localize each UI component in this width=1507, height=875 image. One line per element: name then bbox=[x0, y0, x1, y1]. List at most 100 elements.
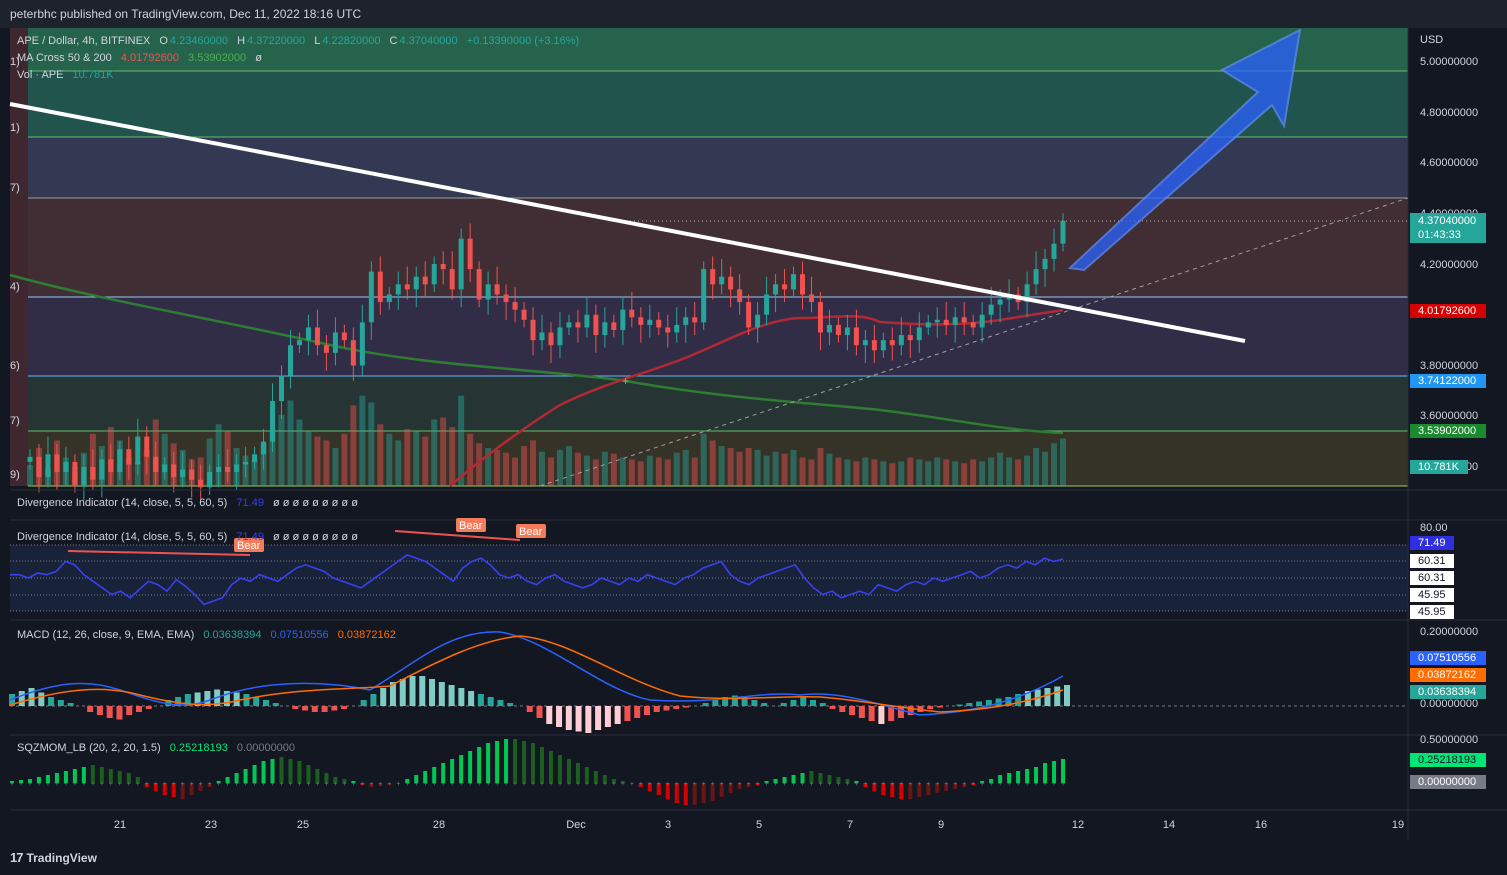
sqz-dot: + bbox=[297, 781, 301, 788]
symbol-label[interactable]: APE / Dollar, 4h, BITFINEX bbox=[17, 35, 151, 47]
sqz-momentum-bar bbox=[674, 783, 679, 803]
divergence-legend-2[interactable]: Divergence Indicator (14, close, 5, 5, 6… bbox=[17, 531, 360, 543]
bear-divergence-line bbox=[67, 550, 251, 556]
macd-histogram-bar bbox=[585, 706, 592, 733]
macd-histogram-bar bbox=[624, 706, 631, 721]
candle-body bbox=[539, 332, 545, 341]
rsi-tag: 71.49 bbox=[1410, 536, 1454, 550]
change-value: +0.13390000 (+3.16%) bbox=[466, 35, 580, 47]
sqz-momentum-bar bbox=[144, 783, 149, 787]
volume-bar bbox=[646, 455, 653, 486]
time-tick: 28 bbox=[432, 819, 446, 831]
signal-tag: 0.03872162 bbox=[1410, 668, 1486, 682]
bear-divergence-line bbox=[394, 530, 521, 541]
candle-body bbox=[925, 322, 931, 328]
sqz-dot: + bbox=[612, 781, 616, 788]
sqz-dot: + bbox=[360, 781, 364, 788]
sqz-momentum-bar bbox=[764, 781, 769, 783]
crosshair-marker: + bbox=[622, 374, 629, 388]
candle-body bbox=[81, 467, 87, 485]
macd-legend[interactable]: MACD (12, 26, close, 9, EMA, EMA) 0.0363… bbox=[17, 629, 398, 641]
sqz-momentum-bar bbox=[261, 761, 266, 783]
sqz-dot: + bbox=[333, 781, 337, 788]
sqz-dot: + bbox=[872, 781, 876, 788]
macd-histogram-bar bbox=[57, 700, 64, 706]
sqz-dot: + bbox=[468, 781, 472, 788]
sqz-legend[interactable]: SQZMOM_LB (20, 2, 20, 1.5) 0.25218193 0.… bbox=[17, 742, 297, 754]
sqz-momentum-bar bbox=[360, 783, 365, 785]
macd-histogram-bar bbox=[702, 703, 709, 706]
volume-bar bbox=[521, 446, 528, 486]
volume-bar bbox=[467, 433, 474, 486]
macd-histogram-bar bbox=[878, 706, 885, 724]
volume-bar bbox=[799, 457, 806, 486]
sqz-dot: + bbox=[549, 781, 553, 788]
sqz-dot: + bbox=[729, 781, 733, 788]
tradingview-logo[interactable]: 17 TradingView bbox=[10, 850, 97, 865]
volume-bar bbox=[925, 461, 932, 486]
sqz-momentum-bar bbox=[1025, 769, 1030, 783]
footer-bar bbox=[0, 840, 1507, 875]
sqz-momentum-bar bbox=[54, 773, 59, 783]
sqz-dot: + bbox=[369, 781, 373, 788]
candle-body bbox=[800, 274, 806, 295]
macd-histogram-bar bbox=[184, 694, 191, 706]
sqz-dot: + bbox=[558, 781, 562, 788]
sqz-dot: + bbox=[953, 781, 957, 788]
candle-body bbox=[647, 319, 653, 325]
volume-tag: 10.781K bbox=[1410, 460, 1468, 474]
ma-extra: ø bbox=[255, 52, 262, 64]
candle-body bbox=[341, 332, 347, 341]
volume-bar bbox=[1015, 459, 1022, 486]
candle-body bbox=[189, 469, 195, 480]
close-value: 4.37040000 bbox=[399, 35, 458, 47]
sqz-dot: + bbox=[881, 781, 885, 788]
sqz-momentum-bar bbox=[881, 783, 886, 795]
vol-label[interactable]: Vol · APE bbox=[17, 69, 64, 81]
sqz-momentum-bar bbox=[1034, 767, 1039, 783]
sqz-dot: + bbox=[962, 781, 966, 788]
last-price-tag: 4.37040000 01:43:33 bbox=[1410, 213, 1486, 243]
candle-body bbox=[773, 284, 779, 295]
candle-body bbox=[162, 464, 168, 473]
candle-body bbox=[557, 327, 563, 346]
sqz-momentum-bar bbox=[728, 783, 733, 793]
sqz-dot: + bbox=[226, 781, 230, 788]
rsi-band-tag: 45.95 bbox=[1410, 605, 1454, 619]
divergence-legend-1[interactable]: Divergence Indicator (14, close, 5, 5, 6… bbox=[17, 497, 360, 509]
macd-histogram-bar bbox=[28, 688, 35, 706]
sqz-momentum-bar bbox=[557, 755, 562, 783]
bear-label: Bear bbox=[237, 540, 261, 552]
sqz-momentum-bar bbox=[935, 783, 940, 793]
sqz-dot: + bbox=[405, 781, 409, 788]
macd-signal-line bbox=[9, 635, 1064, 713]
macd-histogram-bar bbox=[722, 697, 729, 706]
sqz-momentum-bar bbox=[162, 783, 167, 795]
candle-body bbox=[485, 284, 491, 300]
macd-histogram-bar bbox=[556, 706, 563, 727]
sqz-dot: + bbox=[271, 781, 275, 788]
volume-bar bbox=[808, 459, 815, 486]
sqz-dot: + bbox=[827, 781, 831, 788]
macd-histogram-bar bbox=[595, 706, 602, 730]
macd-histogram-bar bbox=[175, 697, 182, 706]
sqz-dot: + bbox=[720, 781, 724, 788]
macd-histogram-bar bbox=[712, 700, 719, 706]
fib-zone bbox=[28, 71, 1408, 137]
macd-value: 0.07510556 bbox=[270, 629, 329, 641]
candle-body bbox=[207, 472, 213, 488]
volume-bar bbox=[700, 433, 707, 486]
macd-histogram-bar bbox=[761, 703, 768, 706]
ma-label[interactable]: MA Cross 50 & 200 bbox=[17, 52, 112, 64]
ma-legend: MA Cross 50 & 200 4.01792600 3.53902000 … bbox=[17, 52, 264, 64]
candle-body bbox=[764, 294, 770, 315]
macd-histogram-bar bbox=[38, 692, 45, 706]
fib-label: 7) bbox=[10, 182, 20, 194]
l-label: L bbox=[314, 35, 321, 47]
candle-body bbox=[844, 327, 850, 336]
candle-body bbox=[997, 299, 1003, 305]
sqz-zero-tag: 0.00000000 bbox=[1410, 775, 1486, 789]
volume-bar bbox=[1033, 448, 1040, 486]
volume-bar bbox=[530, 440, 537, 486]
